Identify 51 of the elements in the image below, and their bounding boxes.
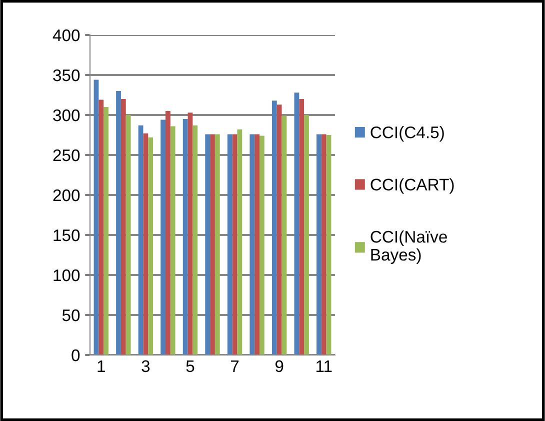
y-tick-label: 50 [62, 309, 80, 322]
y-tick-label: 200 [53, 189, 80, 202]
y-tick-label: 250 [53, 149, 80, 162]
bar [143, 133, 148, 355]
legend-label: CCI(CART) [370, 178, 454, 194]
bar [188, 112, 193, 355]
bar [138, 125, 144, 355]
bar [182, 119, 188, 355]
bar [126, 115, 131, 355]
bar [321, 134, 326, 355]
bar [94, 80, 99, 355]
bar [304, 115, 309, 355]
bar [276, 104, 282, 355]
bar [272, 100, 277, 355]
bar [250, 134, 255, 355]
x-tick-label: 3 [142, 360, 150, 372]
bar [160, 120, 166, 355]
bar [227, 134, 232, 355]
bar [210, 134, 215, 355]
bar [214, 134, 220, 355]
bar [254, 134, 260, 355]
bar [237, 129, 242, 355]
bar [259, 136, 264, 355]
bar [192, 125, 198, 355]
bar [294, 92, 300, 355]
y-tick-label: 400 [52, 29, 80, 42]
y-tick-label: 100 [54, 269, 80, 282]
bar [205, 134, 210, 355]
bar [316, 134, 322, 355]
y-tick-label: 300 [53, 109, 80, 122]
bar [326, 135, 332, 355]
x-tick-label: 7 [230, 360, 239, 372]
x-tick-label: 1 [98, 360, 105, 372]
bar [104, 107, 108, 355]
x-tick-label: 11 [316, 360, 332, 372]
bar [282, 116, 287, 355]
y-tick-label: 350 [53, 69, 80, 82]
bar [116, 91, 121, 355]
y-tick-label: 0 [72, 349, 80, 362]
y-tick-label: 150 [54, 229, 80, 242]
bar [98, 100, 104, 355]
bar [299, 99, 304, 355]
x-tick-label: 5 [186, 360, 194, 372]
bar [148, 137, 154, 355]
bar [170, 126, 176, 355]
x-tick-label: 9 [275, 360, 284, 372]
bar [120, 99, 126, 355]
legend-label: CCI(Naïve Bayes) [370, 230, 447, 264]
bar [166, 111, 170, 355]
bar [232, 134, 238, 355]
legend-label: CCI(C4.5) [370, 126, 444, 142]
